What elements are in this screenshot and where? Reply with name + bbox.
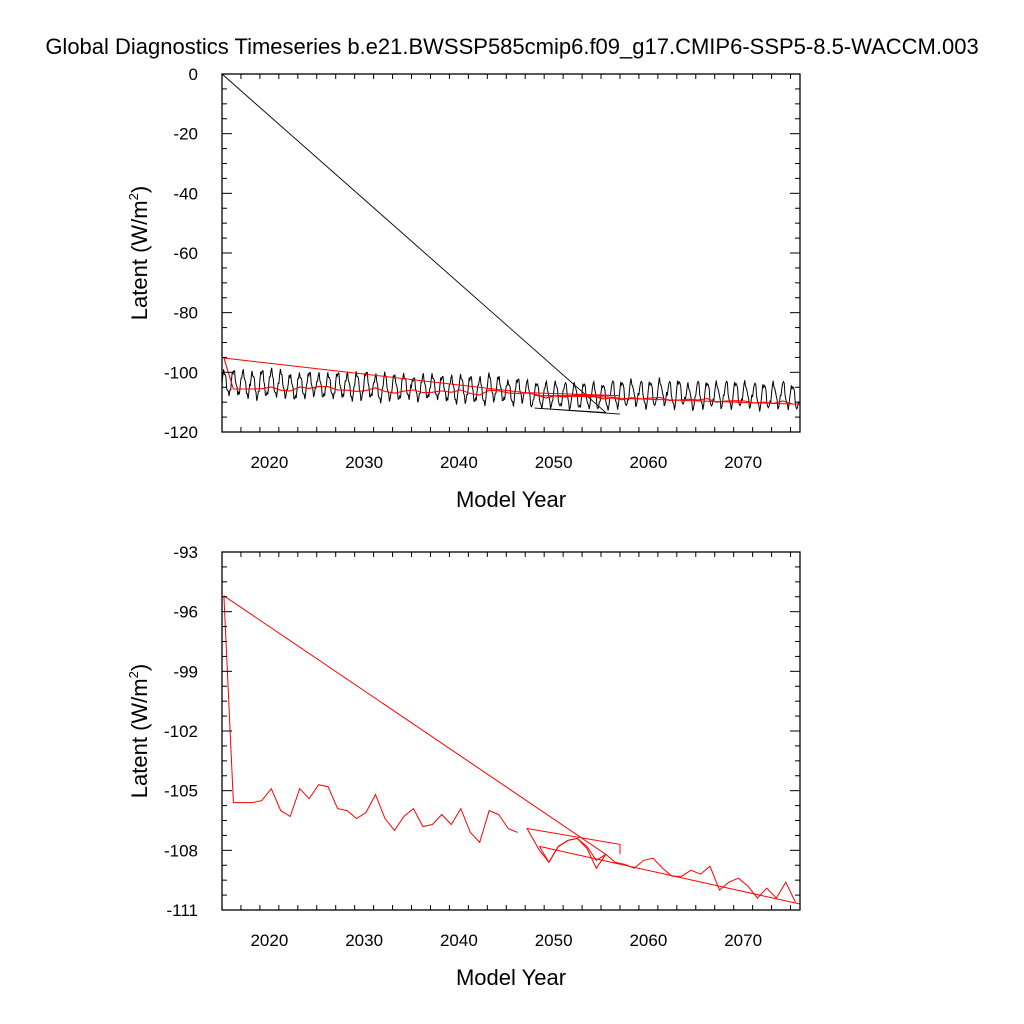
y-axis-label-close: ) (127, 664, 152, 671)
series-annual-seg-3 (539, 845, 801, 905)
series-annual-seg-0 (223, 595, 518, 844)
x-tick-label: 2020 (250, 453, 288, 472)
x-axis-label: Model Year (456, 487, 566, 512)
x-tick-label: 2040 (440, 931, 478, 950)
y-tick-label: -20 (173, 125, 198, 144)
y-tick-label: 0 (189, 65, 198, 84)
series-monthly-early (221, 367, 525, 407)
x-tick-label: 2050 (535, 931, 573, 950)
x-tick-label: 2020 (250, 931, 288, 950)
plot-frame (221, 551, 801, 911)
y-tick-label: -102 (164, 722, 198, 741)
y-axis-label: Latent (W/m2) (126, 664, 152, 798)
y-tick-label: -80 (173, 304, 198, 323)
panel-bottom: 2020 2030 2040 2050 2060 2070 -93 -96 -99 -102 -10… (126, 543, 801, 990)
chart-title: Global Diagnostics Timeseries b.e21.BWSS… (45, 34, 979, 59)
y-tick-label: -100 (164, 363, 198, 382)
y-tick-label: -99 (173, 662, 198, 681)
x-tick-label: 2070 (724, 453, 762, 472)
plot-frame (221, 73, 801, 433)
series-monthly-wrap (221, 73, 621, 415)
y-axis-label-superscript: 2 (126, 193, 141, 200)
y-axis-label-superscript: 2 (126, 671, 141, 678)
y-axis-label-main: Latent (W/m (127, 678, 152, 798)
series-annual-seg-1 (223, 595, 621, 864)
y-tick-label: -120 (164, 423, 198, 442)
series-annual-seg-2 (538, 837, 796, 903)
y-tick-label: -96 (173, 603, 198, 622)
y-tick-label: -111 (166, 901, 198, 920)
y-axis-label: Latent (W/m2) (126, 186, 152, 320)
x-tick-label: 2030 (345, 931, 383, 950)
y-tick-label: -105 (164, 782, 198, 801)
x-tick-label: 2060 (629, 931, 667, 950)
y-axis-label-main: Latent (W/m (127, 200, 152, 320)
x-tick-label: 2040 (440, 453, 478, 472)
y-tick-label: -40 (173, 184, 198, 203)
x-tick-label: 2070 (724, 931, 762, 950)
y-tick-label: -93 (173, 543, 198, 562)
x-tick-label: 2060 (629, 453, 667, 472)
series-annual (223, 357, 793, 405)
series-monthly-late (610, 377, 800, 412)
x-tick-label: 2050 (535, 453, 573, 472)
x-tick-label: 2030 (345, 453, 383, 472)
panel-top: 2020 2030 2040 2050 2060 2070 0 -20 -40 -60 -80 -10… (126, 65, 801, 512)
x-axis-label: Model Year (456, 965, 566, 990)
y-axis-label-close: ) (127, 186, 152, 193)
y-tick-label: -60 (173, 244, 198, 263)
series-annual-wrap (223, 357, 801, 405)
y-tick-label: -108 (164, 841, 198, 860)
